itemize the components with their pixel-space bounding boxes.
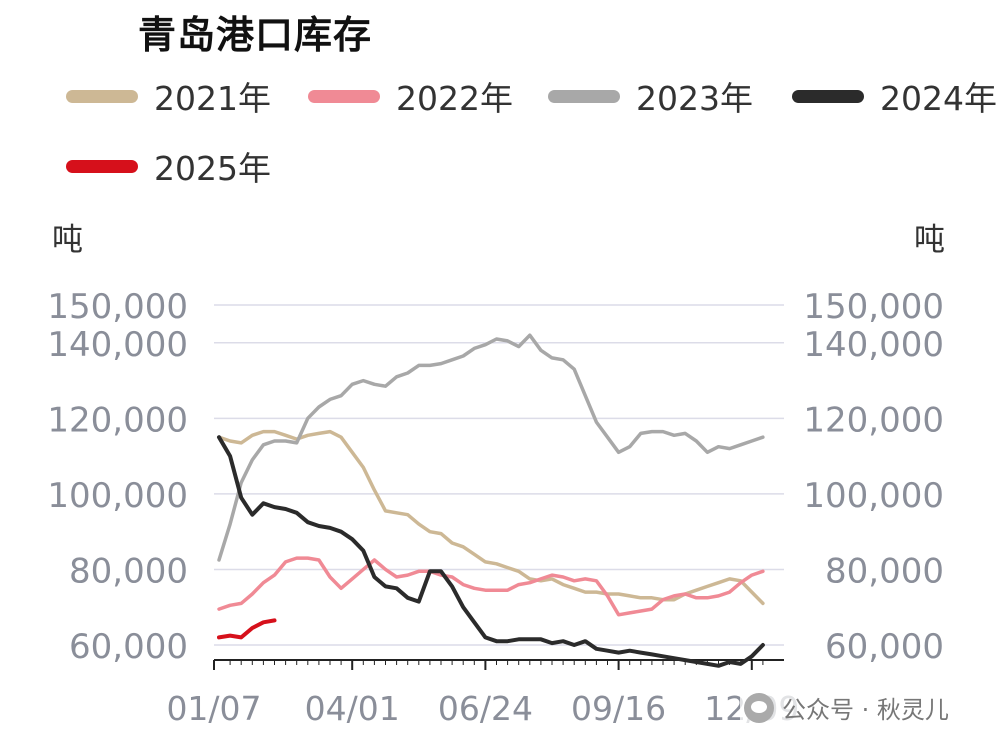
series-line-2025年	[217, 618, 277, 640]
series-line-2022年	[217, 556, 765, 617]
y-tick-label-left: 150,000	[47, 287, 188, 327]
series-line-2023年	[217, 333, 765, 562]
watermark: 公众号 · 秋灵儿	[740, 690, 953, 725]
series-line-2024年	[217, 435, 765, 668]
watermark-text: 公众号 · 秋灵儿	[782, 696, 949, 724]
legend-swatch	[66, 89, 138, 103]
legend-label: 2021年	[154, 79, 271, 118]
legend-swatch	[308, 89, 380, 103]
legend-item-4: 2025年	[66, 142, 271, 190]
series-line-2021年	[217, 429, 765, 606]
legend-label: 2024年	[880, 79, 997, 118]
y-tick-label-right: 100,000	[803, 476, 944, 516]
legend-label: 2025年	[154, 149, 271, 188]
x-tick-label: 06/24	[438, 689, 533, 728]
y-tick-label-right: 80,000	[825, 551, 944, 591]
wechat-icon	[744, 692, 774, 723]
legend-item-0: 2021年	[66, 72, 271, 120]
legend-label: 2023年	[636, 79, 753, 118]
y-tick-label-left: 100,000	[47, 476, 188, 516]
y-tick-label-right: 140,000	[803, 325, 944, 365]
legend-swatch	[792, 89, 864, 103]
y-tick-label-left: 80,000	[69, 551, 188, 591]
legend-swatch	[66, 159, 138, 173]
x-tick-label: 04/01	[305, 689, 400, 728]
legend-item-2: 2023年	[548, 72, 753, 120]
right-axis-unit: 吨	[914, 222, 945, 258]
y-tick-label-right: 150,000	[803, 287, 944, 327]
legend-item-1: 2022年	[308, 72, 513, 120]
legend-label: 2022年	[396, 79, 513, 118]
y-tick-label-left: 120,000	[47, 400, 188, 440]
y-tick-label-right: 60,000	[825, 627, 944, 667]
y-tick-label-left: 60,000	[69, 627, 188, 667]
y-tick-label-right: 120,000	[803, 400, 944, 440]
legend-item-3: 2024年	[792, 72, 997, 120]
y-tick-label-left: 140,000	[47, 325, 188, 365]
x-tick-label: 09/16	[571, 689, 666, 728]
left-axis-unit: 吨	[52, 222, 83, 258]
legend-swatch	[548, 89, 620, 103]
x-tick-label: 01/07	[166, 689, 261, 728]
chart-title: 青岛港口库存	[138, 13, 373, 57]
